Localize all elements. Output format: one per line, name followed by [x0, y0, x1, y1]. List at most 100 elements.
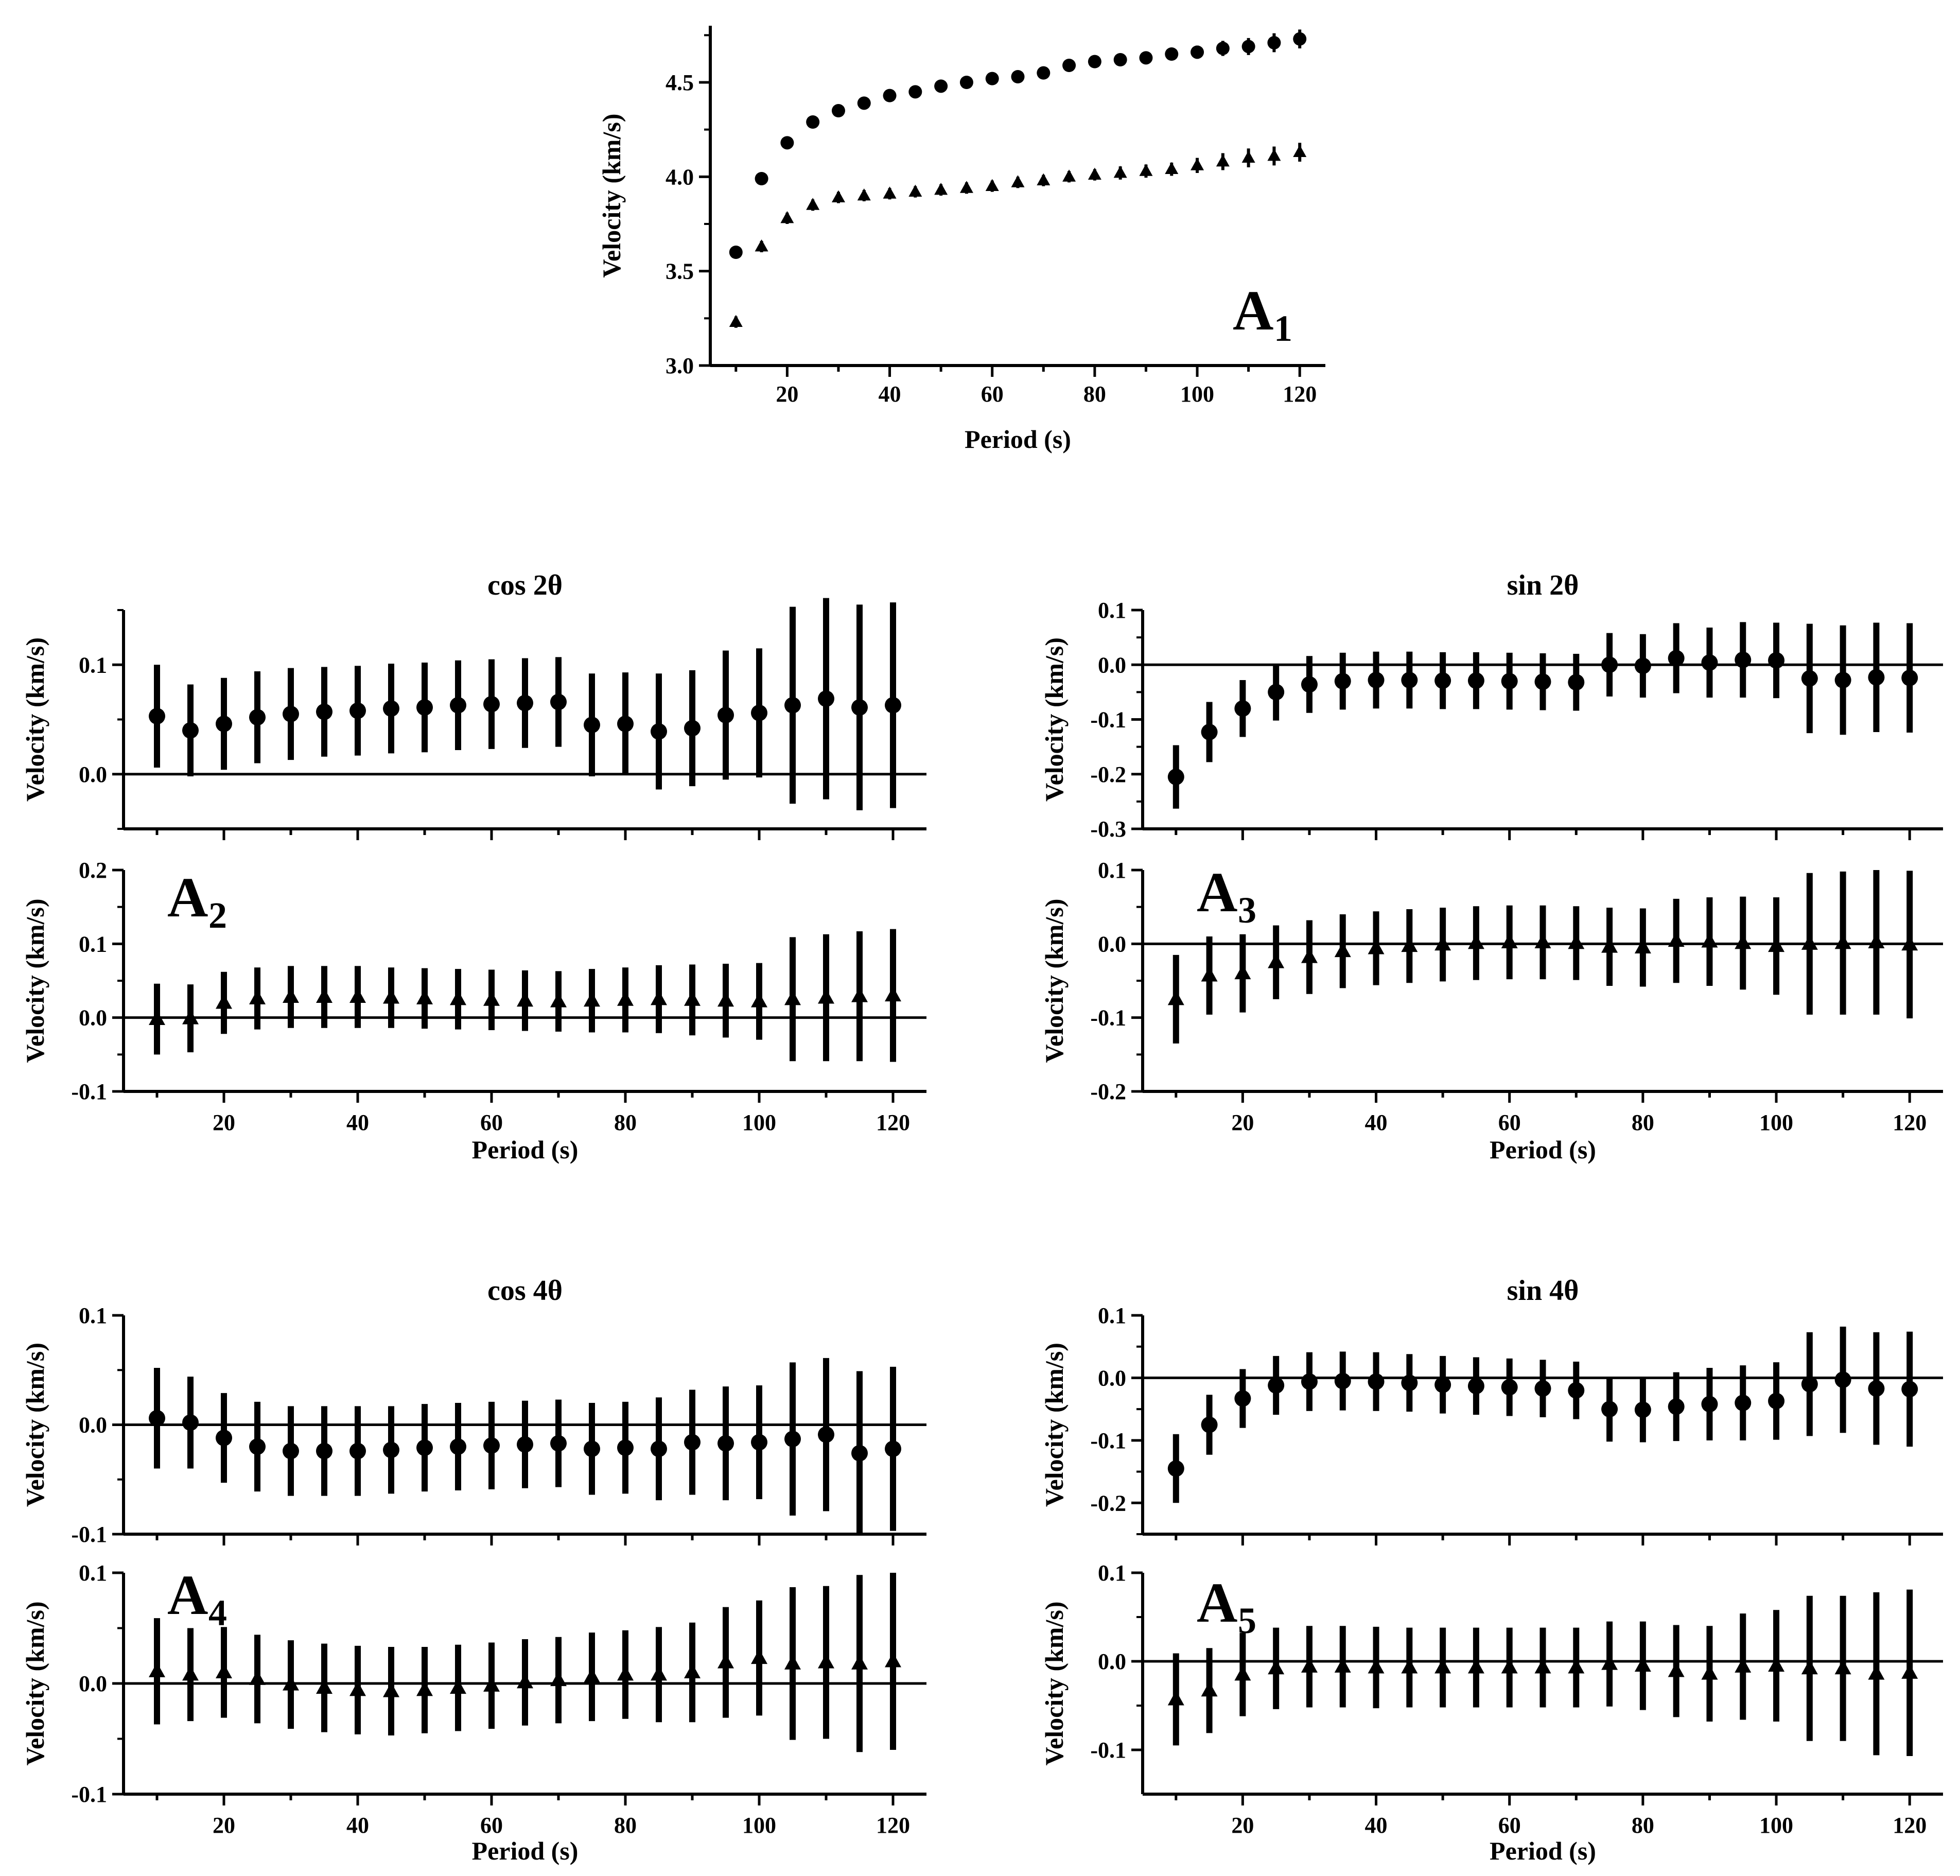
data-point — [1568, 934, 1585, 949]
data-point — [349, 988, 366, 1003]
x-tick-label: 100 — [1759, 1813, 1793, 1838]
data-point — [1735, 934, 1752, 949]
data-point — [784, 990, 801, 1005]
data-point — [517, 694, 533, 711]
data-point — [1634, 1657, 1651, 1672]
y-tick-label: 4.0 — [666, 164, 694, 189]
panel-a3-bottom: -0.2 -0.1 0.0 0.1 20 40 60 80 100 120 Period (s) Ve… — [1040, 858, 1943, 1164]
data-point — [1267, 36, 1281, 49]
data-point — [1268, 953, 1285, 968]
data-point — [1037, 66, 1051, 80]
data-point — [1301, 1373, 1318, 1390]
data-point — [1768, 1393, 1785, 1410]
data-point — [717, 707, 734, 723]
data-point — [1334, 942, 1351, 958]
data-point — [1201, 723, 1218, 740]
y-tick-label: -0.1 — [71, 1079, 107, 1104]
data-point — [1501, 1658, 1518, 1674]
data-point — [818, 1426, 834, 1443]
data-point — [651, 723, 667, 740]
panel-tag-subscript: 2 — [208, 895, 227, 936]
data-point — [1501, 1379, 1518, 1396]
x-tick-label: 20 — [213, 1813, 235, 1838]
panel-a2-bottom: -0.1 0.0 0.1 0.2 20 40 60 80 100 120 Period (s) Vel… — [21, 858, 926, 1164]
data-point — [1501, 933, 1518, 948]
x-tick-label: 20 — [1231, 1110, 1254, 1135]
y-axis-label: Velocity (km/s) — [21, 637, 49, 802]
y-tick-label: -0.1 — [71, 1782, 107, 1807]
data-point — [851, 699, 868, 716]
data-point — [1113, 165, 1127, 178]
x-tick-label: 20 — [213, 1110, 235, 1135]
data-point — [684, 991, 701, 1006]
y-tick-label: -0.1 — [71, 1522, 107, 1547]
data-point — [1434, 1376, 1451, 1393]
panel-a5-bottom: -0.1 0.0 0.1 20 40 60 80 100 120 Period (s) Veloci… — [1040, 1560, 1943, 1865]
data-point — [885, 697, 901, 714]
data-point — [1601, 1401, 1618, 1418]
data-point — [1501, 673, 1518, 690]
data-point — [885, 986, 901, 1002]
y-tick-label: -0.2 — [1090, 1490, 1126, 1516]
data-point — [1868, 669, 1885, 686]
x-tick-label: 40 — [346, 1813, 369, 1838]
data-point — [416, 1439, 433, 1456]
data-point — [1165, 47, 1179, 61]
panel-title: cos 2θ — [487, 569, 563, 601]
data-point — [1268, 684, 1285, 701]
panel-a2-top: 0.0 0.1 Velocity (km/s) cos 2θ — [21, 569, 926, 840]
data-point — [1368, 672, 1385, 688]
data-point — [1191, 45, 1204, 59]
data-point — [851, 1655, 868, 1670]
panel-tag: A — [1233, 279, 1273, 342]
x-tick-label: 20 — [1231, 1813, 1254, 1838]
x-axis-label: Period (s) — [1490, 1135, 1596, 1164]
x-tick-label: 120 — [876, 1110, 910, 1135]
y-axis-label: Velocity (km/s) — [1040, 899, 1069, 1063]
data-point — [934, 182, 948, 195]
data-point — [755, 172, 768, 185]
data-point — [1293, 145, 1307, 158]
data-point — [1088, 55, 1101, 68]
data-point — [416, 989, 433, 1004]
data-point — [1868, 1664, 1885, 1680]
x-tick-label: 120 — [1283, 381, 1317, 407]
data-point — [1467, 1378, 1484, 1395]
data-point — [1901, 935, 1918, 951]
data-point — [316, 1443, 332, 1460]
data-point — [617, 716, 634, 732]
data-point — [1334, 1373, 1351, 1389]
data-point — [831, 190, 845, 203]
data-point — [283, 705, 299, 722]
data-point — [450, 990, 466, 1005]
data-point — [1768, 1657, 1785, 1672]
data-point — [818, 1653, 834, 1669]
data-point — [908, 85, 922, 99]
panel-tag-subscript: 4 — [208, 1592, 227, 1634]
data-point — [550, 992, 567, 1008]
data-point — [1534, 673, 1551, 690]
data-point — [1634, 1401, 1651, 1418]
data-point — [450, 1438, 466, 1455]
data-point — [784, 697, 801, 714]
data-point — [517, 992, 533, 1007]
data-point — [1201, 1681, 1218, 1697]
x-tick-label: 60 — [981, 381, 1004, 407]
data-point — [249, 1670, 266, 1685]
panel-a4-bottom: -0.1 0.0 0.1 20 40 60 80 100 120 Period (s) Veloci… — [21, 1560, 926, 1865]
y-axis-label: Velocity (km/s) — [1040, 637, 1069, 802]
y-axis-label: Velocity (km/s) — [1040, 1602, 1069, 1766]
data-point — [416, 1681, 433, 1696]
y-tick-label: 0.0 — [1098, 652, 1126, 678]
data-point — [1434, 1658, 1451, 1674]
data-point — [857, 96, 871, 110]
data-point — [216, 1430, 232, 1446]
data-point — [584, 1440, 600, 1457]
data-point — [751, 992, 767, 1008]
data-point — [1701, 1664, 1718, 1680]
data-point — [751, 1649, 767, 1664]
data-point — [1368, 1373, 1385, 1390]
data-point — [1268, 1377, 1285, 1394]
y-tick-label: 0.0 — [1098, 931, 1126, 957]
data-point — [1241, 40, 1255, 54]
